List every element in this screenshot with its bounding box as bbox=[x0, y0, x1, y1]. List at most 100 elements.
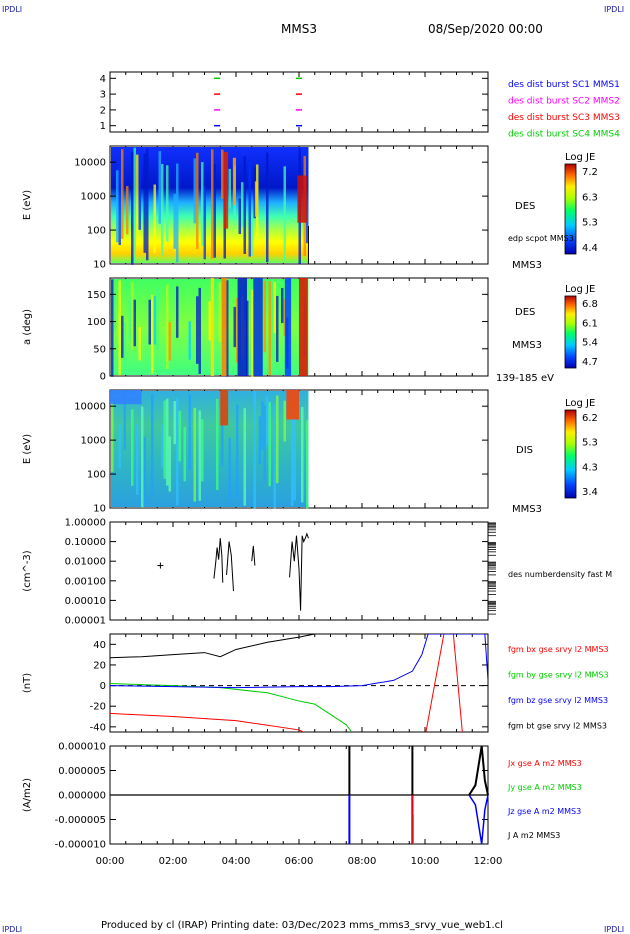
dis-energy-stripes bbox=[110, 390, 309, 509]
heatmap-stripe bbox=[221, 149, 224, 199]
heatmap-stripe bbox=[116, 170, 119, 243]
bfield-trace bbox=[110, 683, 353, 732]
des-pitch-y-tick-label: 150 bbox=[87, 290, 106, 301]
heatmap-stripe bbox=[243, 156, 246, 254]
current-y-tick-label: 0.000010 bbox=[58, 742, 106, 753]
heatmap-stripe bbox=[196, 152, 199, 250]
heatmap-stripe bbox=[243, 408, 246, 506]
bfield-trace bbox=[110, 634, 315, 659]
heatmap-stripe bbox=[203, 186, 206, 260]
heatmap-stripe bbox=[166, 284, 169, 370]
heatmap-stripe bbox=[276, 395, 279, 484]
bfield-legend-entry: fgm bx gse srvy l2 MMS3 bbox=[508, 645, 609, 654]
heatmap-stripe bbox=[146, 148, 149, 261]
heatmap-stripe bbox=[213, 163, 216, 258]
heatmap-stripe bbox=[188, 395, 191, 470]
heatmap-hotspot bbox=[110, 390, 142, 405]
heatmap-stripe bbox=[291, 411, 294, 506]
des-pitch-colorbar-tick: 6.8 bbox=[582, 299, 598, 310]
heatmap-stripe bbox=[161, 424, 164, 468]
burst-y-tick-label: 2 bbox=[100, 105, 106, 116]
heatmap-stripe bbox=[266, 152, 269, 263]
burst-y-tick-label: 4 bbox=[100, 74, 106, 85]
heatmap-stripe bbox=[133, 147, 136, 263]
heatmap-stripe bbox=[246, 300, 249, 377]
bfield-y-tick-label: -40 bbox=[90, 722, 106, 733]
heatmap-stripe bbox=[263, 405, 266, 482]
density-ylabel: (cm^-3) bbox=[22, 550, 33, 591]
heatmap-stripe bbox=[153, 184, 156, 254]
des-energy-y-tick-label: 100 bbox=[87, 226, 106, 237]
bfield-trace bbox=[110, 634, 488, 689]
des-energy-ylabel: E (eV) bbox=[22, 190, 33, 220]
current-ylabel: (A/m2) bbox=[22, 778, 33, 812]
time-axis-label: 00:00 bbox=[96, 856, 125, 867]
des-energy-colorbar bbox=[564, 163, 577, 255]
heatmap-hotspot bbox=[284, 278, 292, 376]
dis-energy-colorbar bbox=[564, 409, 577, 499]
heatmap-stripe bbox=[161, 164, 164, 256]
heatmap-stripe bbox=[251, 289, 254, 377]
heatmap-stripe bbox=[211, 149, 214, 259]
heatmap-stripe bbox=[176, 286, 179, 338]
bfield-y-tick-label: -20 bbox=[90, 702, 106, 713]
current-legend-entry: Jy gse A m2 MMS3 bbox=[507, 783, 582, 792]
dis-energy-spacecraft: MMS3 bbox=[512, 504, 542, 515]
time-axis-label: 02:00 bbox=[159, 856, 188, 867]
des-pitch-y-tick-label: 100 bbox=[87, 317, 106, 328]
heatmap-hotspot bbox=[221, 278, 227, 376]
heatmap-stripe bbox=[196, 296, 199, 364]
density-y-tick-label: 1.00000 bbox=[65, 518, 106, 529]
des-energy-colorbar-tick: 6.3 bbox=[582, 192, 598, 203]
heatmap-stripe bbox=[306, 148, 309, 244]
heatmap-stripe bbox=[138, 326, 141, 361]
des-pitch-y-tick-label: 0 bbox=[100, 372, 106, 383]
heatmap-stripe bbox=[268, 281, 271, 376]
density-y-tick-label: 0.00010 bbox=[65, 596, 106, 607]
heatmap-stripe bbox=[131, 151, 134, 265]
bfield-legend-entry: fgm bt gse srvy l2 MMS3 bbox=[508, 722, 607, 731]
heatmap-stripe bbox=[283, 166, 286, 260]
density-trace bbox=[226, 541, 234, 592]
heatmap-stripe bbox=[193, 158, 196, 224]
dis-energy-background bbox=[111, 391, 309, 507]
heatmap-stripe bbox=[136, 154, 139, 246]
heatmap-hotspot bbox=[286, 390, 299, 420]
heatmap-stripe bbox=[238, 198, 241, 234]
heatmap-hotspot bbox=[299, 278, 308, 376]
heatmap-stripe bbox=[151, 393, 154, 495]
current-y-tick-label: -0.000010 bbox=[55, 840, 106, 851]
des-energy-scpot-label: edp scpot MMS3 bbox=[508, 234, 574, 243]
heatmap-stripe bbox=[253, 167, 256, 219]
heatmap-stripe bbox=[133, 299, 136, 347]
heatmap-stripe bbox=[118, 280, 121, 376]
current-legend-entry: Jz gse A m2 MMS3 bbox=[507, 807, 581, 816]
des-energy-spacecraft: MMS3 bbox=[512, 260, 542, 271]
density-series-label: des numberdensity fast M bbox=[508, 570, 612, 579]
heatmap-stripe bbox=[141, 406, 144, 508]
heatmap-stripe bbox=[236, 297, 239, 363]
des-pitch-instrument: DES bbox=[515, 307, 535, 318]
bfield-y-tick-label: 40 bbox=[93, 640, 106, 651]
heatmap-stripe bbox=[228, 437, 231, 500]
heatmap-stripe bbox=[258, 416, 261, 465]
heatmap-stripe bbox=[168, 436, 171, 492]
heatmap-stripe bbox=[201, 419, 204, 482]
des-energy-stripes bbox=[116, 147, 309, 265]
heatmap-stripe bbox=[283, 298, 286, 337]
heatmap-stripe bbox=[281, 288, 284, 324]
heatmap-hotspot bbox=[237, 278, 248, 376]
dis-energy-y-tick-label: 10 bbox=[93, 504, 106, 515]
heatmap-stripe bbox=[118, 160, 121, 246]
heatmap-stripe bbox=[138, 157, 141, 230]
heatmap-hotspot bbox=[232, 157, 236, 205]
dis-energy-y-tick-label: 1000 bbox=[81, 436, 106, 447]
des-pitch-colorbar-title: Log JE bbox=[565, 284, 595, 295]
heatmap-stripe bbox=[128, 298, 131, 341]
footer-credit: Produced by cl (IRAP) Printing date: 03/… bbox=[101, 920, 503, 931]
heatmap-stripe bbox=[218, 282, 221, 342]
heatmap-stripe bbox=[263, 280, 266, 353]
heatmap-stripe bbox=[261, 401, 264, 451]
heatmap-stripe bbox=[143, 436, 146, 505]
